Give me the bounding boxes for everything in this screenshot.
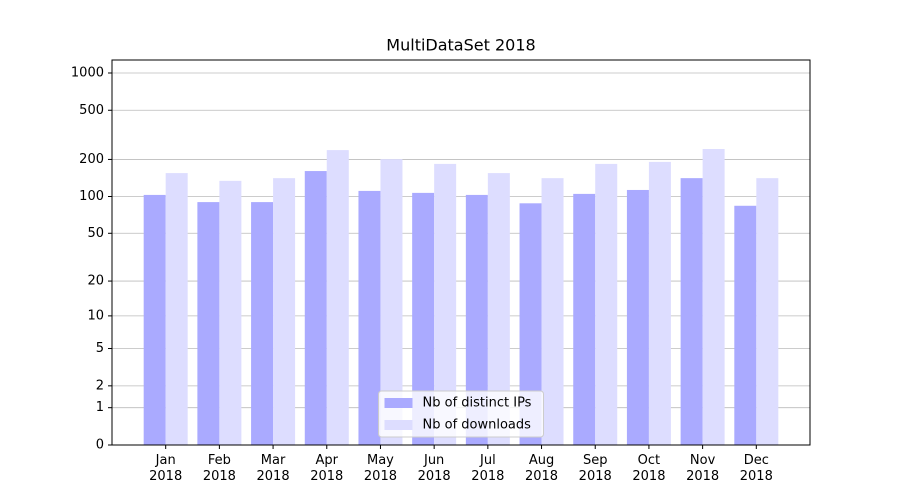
bar [412,192,435,445]
bar [702,148,725,446]
bar [680,178,703,446]
x-tick-label: Feb 2018 [202,453,236,484]
bar [519,203,542,445]
bar [734,205,757,445]
bar [541,178,564,446]
y-tick-label: 1 [96,400,104,415]
chart-title: MultiDataSet 2018 [386,36,535,55]
x-tick-label: Jun 2018 [417,453,451,484]
bar [595,163,618,446]
bar [380,159,403,445]
bar [756,178,779,446]
bar [326,150,349,445]
x-tick-label: May 2018 [363,453,397,484]
x-tick-label: Mar 2018 [256,453,290,484]
y-tick-label: 50 [87,226,104,241]
bar [465,194,488,445]
legend-label: Nb of distinct IPs [423,396,532,411]
bar [487,173,510,445]
x-tick-label: Oct 2018 [632,453,666,484]
y-tick-label: 200 [79,152,104,167]
y-tick-label: 1000 [71,65,104,80]
y-tick-label: 10 [87,308,104,323]
legend-swatch [384,398,413,408]
x-tick-label: Dec 2018 [739,453,773,484]
y-tick-label: 0 [96,438,104,453]
y-tick-label: 5 [96,341,104,356]
bar [304,171,327,445]
y-tick-label: 20 [87,274,104,289]
y-tick-label: 2 [96,378,104,393]
plot-frame [111,59,811,446]
legend-swatch [384,420,413,430]
bar [251,202,274,445]
bar [273,178,296,446]
x-tick-label: Jul 2018 [471,453,505,484]
bar [165,173,188,445]
bar [219,180,242,445]
x-tick-label: Sep 2018 [578,453,612,484]
y-tick-label: 100 [79,189,104,204]
bar [358,190,381,445]
x-tick-label: Apr 2018 [310,453,344,484]
bar [197,202,220,445]
bar [434,163,457,446]
legend-box [378,390,544,438]
legend-label: Nb of downloads [423,418,532,433]
bar [573,193,596,445]
y-tick-label: 500 [79,103,104,118]
bar [143,194,166,445]
x-tick-label: Nov 2018 [686,453,720,484]
x-tick-label: Aug 2018 [524,453,559,484]
bar [648,161,671,445]
x-tick-label: Jan 2018 [149,453,183,484]
bar [626,189,649,445]
